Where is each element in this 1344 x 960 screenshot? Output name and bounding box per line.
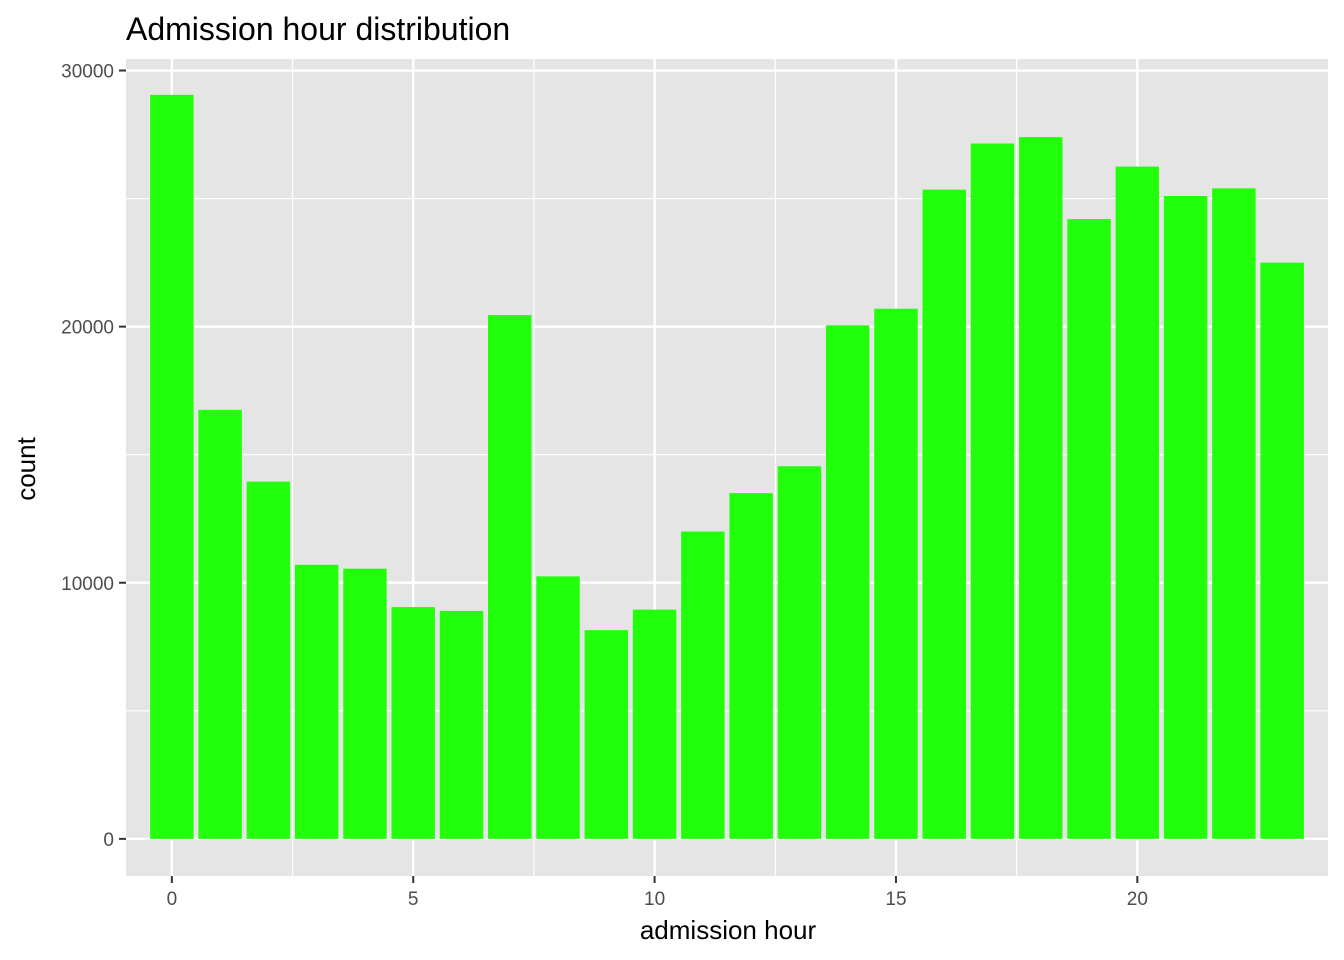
bar-hour-3 xyxy=(294,564,339,839)
bar-hour-19 xyxy=(1067,219,1111,839)
bar-hour-17 xyxy=(970,143,1015,839)
y-axis-title: count xyxy=(11,436,41,500)
chart-title: Admission hour distribution xyxy=(126,11,510,47)
bar-hour-11 xyxy=(681,531,725,839)
y-tick-label: 10000 xyxy=(61,574,114,595)
bar-hour-20 xyxy=(1115,166,1160,839)
bar-hour-23 xyxy=(1260,262,1304,839)
x-axis: 0 5 10 15 20 xyxy=(167,876,1148,910)
x-tick-label: 15 xyxy=(885,889,906,910)
y-tick-label: 20000 xyxy=(61,318,114,339)
x-axis-title: admission hour xyxy=(640,915,817,945)
x-tick-label: 5 xyxy=(408,889,419,910)
bar-hour-22 xyxy=(1212,188,1256,839)
bar-hour-18 xyxy=(1019,137,1063,839)
bars xyxy=(150,94,1304,839)
bar-hour-16 xyxy=(922,189,966,839)
x-tick-label: 20 xyxy=(1127,889,1148,910)
bar-hour-15 xyxy=(874,308,918,839)
bar-hour-12 xyxy=(729,493,773,839)
bar-hour-21 xyxy=(1163,196,1208,839)
bar-hour-6 xyxy=(439,610,484,839)
bar-hour-10 xyxy=(632,609,677,839)
bar-hour-9 xyxy=(584,630,629,839)
bar-hour-13 xyxy=(777,466,822,839)
bar-hour-2 xyxy=(246,481,291,839)
y-axis: 0 10000 20000 30000 xyxy=(61,62,126,851)
y-tick-label: 0 xyxy=(103,830,114,851)
bar-hour-1 xyxy=(198,409,242,839)
bar-hour-14 xyxy=(825,325,870,839)
x-tick-label: 0 xyxy=(167,889,178,910)
y-tick-label: 30000 xyxy=(61,62,114,83)
bar-hour-8 xyxy=(536,576,580,839)
x-tick-label: 10 xyxy=(644,889,665,910)
bar-hour-4 xyxy=(343,568,387,839)
grid-minor-x xyxy=(291,59,1018,876)
bar-hour-5 xyxy=(391,607,435,839)
bar-hour-7 xyxy=(488,315,532,839)
bar-hour-0 xyxy=(150,94,194,839)
